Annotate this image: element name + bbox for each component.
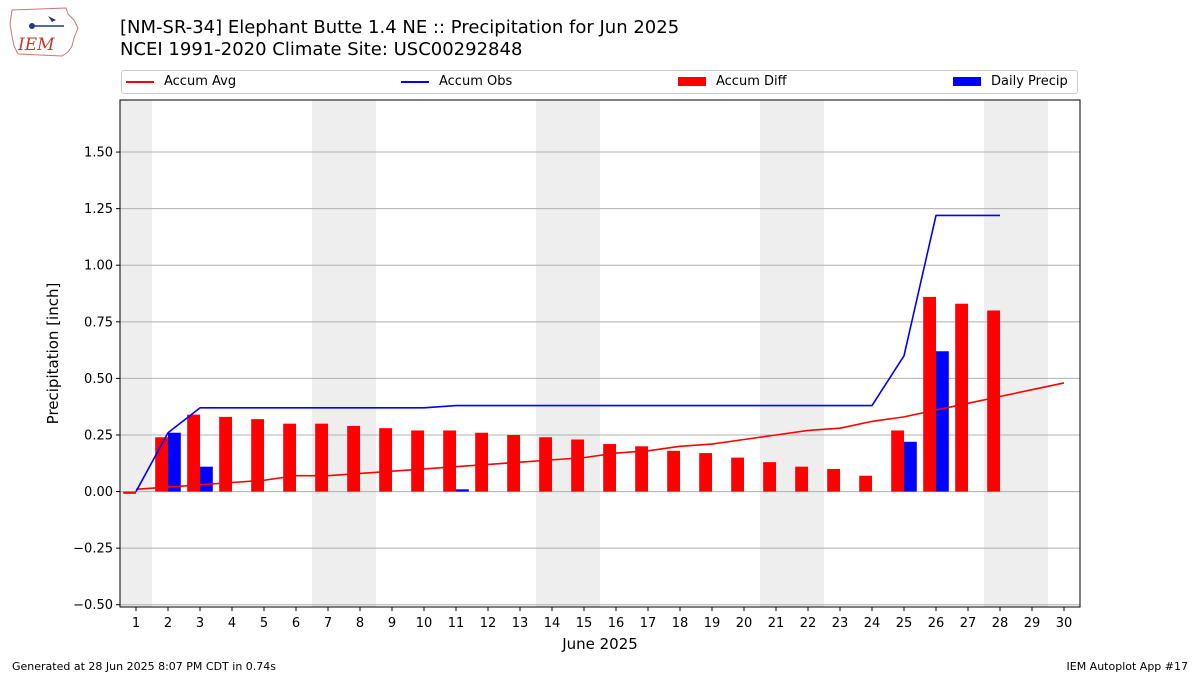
iem-logo: IEM — [8, 6, 80, 58]
x-tick-label: 28 — [992, 616, 1009, 631]
y-tick-label: 0.25 — [84, 428, 113, 443]
x-tick-label: 22 — [800, 616, 817, 631]
accum-diff-bar — [571, 439, 584, 492]
legend-swatch-daily-precip — [953, 77, 981, 86]
x-tick-label: 18 — [672, 616, 689, 631]
legend-label-accum-diff: Accum Diff — [716, 74, 787, 89]
legend-item-accum-diff: Accum Diff — [678, 74, 787, 89]
accum-diff-bar — [603, 444, 616, 492]
x-tick-label: 23 — [832, 616, 849, 631]
x-tick-label: 16 — [608, 616, 625, 631]
x-tick-label: 2 — [164, 616, 172, 631]
legend: Accum Avg Accum Obs Accum Diff Daily Pre… — [121, 70, 1078, 94]
y-tick-label: 0.00 — [84, 485, 113, 500]
x-tick-label: 27 — [960, 616, 977, 631]
footer-app: IEM Autoplot App #17 — [1066, 660, 1189, 673]
x-tick-label: 21 — [768, 616, 785, 631]
legend-label-accum-avg: Accum Avg — [164, 74, 237, 89]
logo-text: IEM — [17, 35, 55, 55]
x-tick-label: 25 — [896, 616, 913, 631]
x-tick-label: 5 — [260, 616, 268, 631]
x-tick-label: 9 — [388, 616, 396, 631]
y-tick-label: 0.75 — [84, 315, 113, 330]
x-tick-label: 12 — [480, 616, 497, 631]
accum-diff-bar — [923, 296, 936, 492]
accum-diff-bar — [987, 310, 1000, 492]
daily-precip-bar — [936, 351, 949, 492]
accum-diff-bar — [795, 466, 808, 492]
x-tick-label: 4 — [228, 616, 236, 631]
y-tick-label: 1.00 — [84, 259, 113, 274]
accum-diff-bar — [731, 457, 744, 492]
weekend-band — [120, 100, 152, 607]
daily-precip-bar — [168, 432, 181, 492]
accum-diff-bar — [827, 468, 840, 492]
accum-diff-bar — [315, 423, 328, 492]
accum-diff-bar — [539, 437, 552, 492]
accum-diff-bar — [251, 419, 264, 492]
legend-label-accum-obs: Accum Obs — [439, 74, 513, 89]
weekend-band — [760, 100, 824, 607]
accum-obs-line — [135, 214, 1000, 492]
x-tick-label: 11 — [448, 616, 465, 631]
x-tick-label: 14 — [544, 616, 561, 631]
x-tick-label: 17 — [640, 616, 657, 631]
daily-precip-bar — [200, 466, 213, 492]
y-tick-label: 1.25 — [84, 202, 113, 217]
x-axis-label: June 2025 — [561, 635, 638, 653]
plot-frame — [119, 99, 1081, 608]
x-tick-label: 20 — [736, 616, 753, 631]
x-tick-label: 29 — [1024, 616, 1041, 631]
accum-diff-bar — [635, 446, 648, 492]
legend-label-daily-precip: Daily Precip — [991, 74, 1068, 89]
chart-subtitle: NCEI 1991-2020 Climate Site: USC00292848 — [120, 39, 523, 60]
accum-diff-bar — [859, 475, 872, 492]
x-tick-label: 26 — [928, 616, 945, 631]
daily-precip-bar — [456, 489, 469, 492]
x-tick-label: 3 — [196, 616, 204, 631]
legend-swatch-accum-diff — [678, 77, 706, 86]
accum-diff-bar — [475, 432, 488, 492]
x-tick-label: 24 — [864, 616, 881, 631]
x-tick-label: 10 — [416, 616, 433, 631]
legend-swatch-accum-avg — [126, 80, 154, 83]
y-axis-label: Precipitation [inch] — [44, 283, 62, 425]
accum-diff-bar — [379, 428, 392, 492]
accum-diff-bar — [667, 450, 680, 492]
accum-diff-bar — [763, 462, 776, 492]
y-tick-label: −0.25 — [73, 542, 113, 557]
x-tick-label: 8 — [356, 616, 364, 631]
legend-swatch-accum-obs — [401, 80, 429, 83]
accum-diff-bar — [219, 416, 232, 492]
x-tick-label: 1 — [132, 616, 140, 631]
accum-diff-bar — [699, 453, 712, 492]
daily-precip-bar — [904, 441, 917, 492]
accum-diff-bar — [123, 491, 136, 494]
legend-item-daily-precip: Daily Precip — [953, 74, 1068, 89]
x-tick-label: 30 — [1056, 616, 1073, 631]
x-tick-label: 19 — [704, 616, 721, 631]
x-tick-label: 7 — [324, 616, 332, 631]
y-tick-label: 1.50 — [84, 146, 113, 161]
accum-diff-bar — [411, 430, 424, 492]
accum-diff-bar — [187, 414, 200, 492]
accum-diff-bar — [891, 430, 904, 492]
chart-title: [NM-SR-34] Elephant Butte 1.4 NE :: Prec… — [120, 17, 680, 38]
legend-item-accum-obs: Accum Obs — [401, 74, 512, 89]
y-tick-label: 0.50 — [84, 372, 113, 387]
footer-generated: Generated at 28 Jun 2025 8:07 PM CDT in … — [12, 660, 277, 673]
accum-diff-bar — [955, 303, 968, 492]
accum-diff-bar — [283, 423, 296, 492]
accum-diff-bar — [443, 430, 456, 492]
x-tick-label: 15 — [576, 616, 593, 631]
x-tick-label: 13 — [512, 616, 529, 631]
y-tick-label: −0.50 — [73, 598, 113, 613]
x-tick-label: 6 — [292, 616, 300, 631]
weekend-band — [536, 100, 600, 607]
accum-diff-bar — [347, 425, 360, 492]
legend-item-accum-avg: Accum Avg — [126, 74, 236, 89]
accum-avg-line — [135, 382, 1065, 491]
weekend-band — [312, 100, 376, 607]
